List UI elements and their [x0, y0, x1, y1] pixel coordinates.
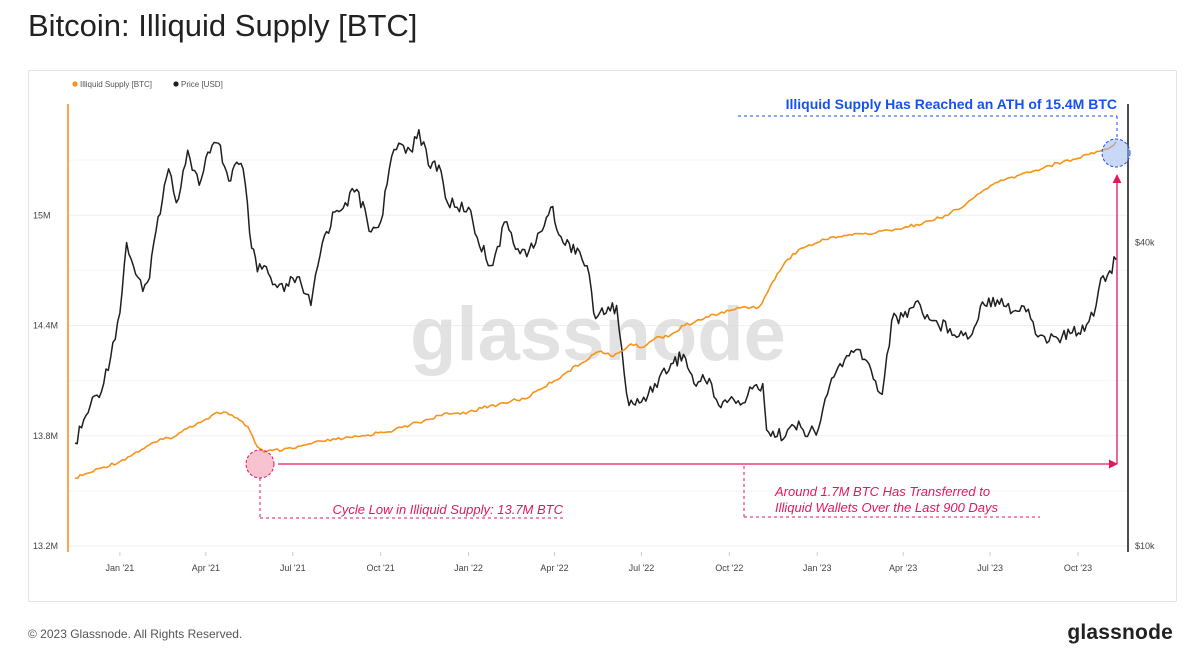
series-line-price [74, 128, 1117, 445]
x-tick-label: Apr '22 [540, 563, 568, 573]
left-tick-label: 13.2M [33, 541, 58, 551]
gridlines [69, 159, 1127, 547]
annotation-transfer: Around 1.7M BTC Has Transferred to Illiq… [278, 174, 1122, 518]
legend-label-illiquid[interactable]: Illiquid Supply [BTC] [80, 80, 152, 89]
annotation-cycle-low-marker [245, 449, 275, 479]
annotation-ath: Illiquid Supply Has Reached an ATH of 15… [738, 96, 1131, 168]
legend-swatch-price [173, 81, 179, 87]
x-tick-label: Apr '21 [192, 563, 220, 573]
x-tick-label: Oct '23 [1064, 563, 1092, 573]
annotation-transfer-line-2: Illiquid Wallets Over the Last 900 Days [775, 500, 999, 515]
x-tick-label: Jul '21 [280, 563, 306, 573]
left-tick-label: 15M [33, 210, 51, 220]
left-tick-label: 13.8M [33, 431, 58, 441]
annotation-ath-marker [1101, 138, 1131, 168]
footer-logo: glassnode [1067, 621, 1173, 644]
x-tick-label: Jul '22 [629, 563, 655, 573]
annotation-cycle-low-label: Cycle Low in Illiquid Supply: 13.7M BTC [333, 502, 564, 517]
series-line-illiquid-supply [74, 141, 1117, 480]
x-tick-label: Oct '21 [367, 563, 395, 573]
left-tick-label: 14.4M [33, 321, 58, 331]
watermark: glassnode [410, 292, 786, 377]
right-tick-label: $10k [1135, 541, 1155, 551]
x-tick-label: Jan '22 [454, 563, 483, 573]
right-axis-ticks: $40k $10k [1135, 238, 1155, 551]
chart-panel [28, 70, 1177, 602]
annotation-cycle-low: Cycle Low in Illiquid Supply: 13.7M BTC [245, 449, 565, 519]
x-tick-label: Apr '23 [889, 563, 917, 573]
x-axis-ticks: Jan '21 Apr '21 Jul '21 Oct '21 Jan '22 Apr '… [106, 552, 1092, 573]
x-tick-label: Jan '21 [106, 563, 135, 573]
annotation-ath-label: Illiquid Supply Has Reached an ATH of 15… [786, 96, 1117, 112]
left-axis-ticks: 15M 14.4M 13.8M 13.2M [33, 210, 58, 551]
right-tick-label: $40k [1135, 238, 1155, 248]
legend-swatch-illiquid [72, 81, 78, 87]
page-title: Bitcoin: Illiquid Supply [BTC] [28, 8, 418, 43]
legend: Illiquid Supply [BTC] Price [USD] [72, 80, 223, 89]
annotation-transfer-line-1: Around 1.7M BTC Has Transferred to [774, 484, 990, 499]
x-tick-label: Jan '23 [803, 563, 832, 573]
legend-label-price[interactable]: Price [USD] [181, 80, 223, 89]
footer-copyright: © 2023 Glassnode. All Rights Reserved. [28, 627, 243, 641]
x-tick-label: Oct '22 [715, 563, 743, 573]
x-tick-label: Jul '23 [977, 563, 1003, 573]
